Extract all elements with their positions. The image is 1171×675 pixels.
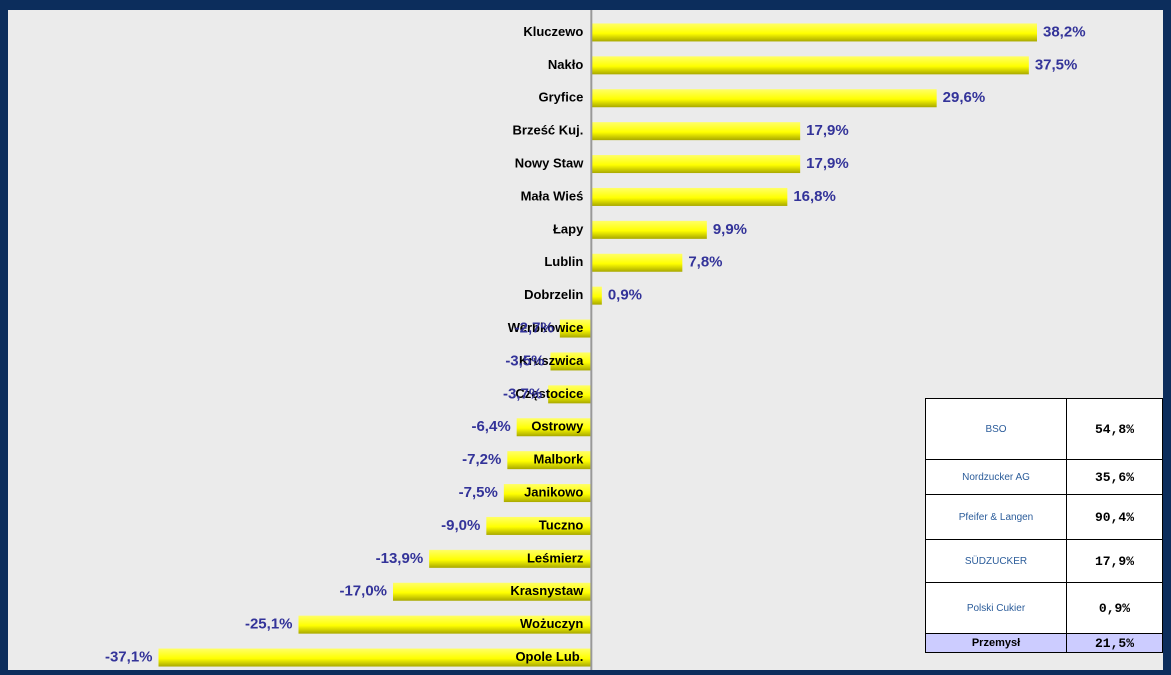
bar	[548, 385, 592, 404]
category-label: Nowy Staw	[515, 155, 585, 170]
value-label: 0,9%	[608, 287, 642, 304]
category-label: Leśmierz	[527, 550, 584, 565]
bar	[158, 648, 592, 667]
value-label: 17,9%	[806, 122, 849, 139]
value-label: -3,7%	[503, 385, 542, 402]
value-label: 16,8%	[793, 188, 836, 205]
value-label: 38,2%	[1043, 23, 1086, 40]
bar	[591, 89, 937, 108]
bar	[591, 286, 602, 305]
company-cell: Polski Cukier	[925, 582, 1067, 634]
share-cell: 54,8%	[1066, 398, 1163, 460]
bar	[393, 582, 592, 601]
category-label: Werbkowice	[508, 320, 584, 335]
value-label: 37,5%	[1035, 56, 1078, 73]
category-label: Łapy	[553, 221, 584, 236]
bar	[591, 122, 801, 141]
value-label: -25,1%	[245, 616, 293, 633]
company-cell: Pfeifer & Langen	[925, 494, 1067, 540]
category-label: Mała Wieś	[521, 188, 584, 203]
share-cell: 0,9%	[1066, 582, 1163, 634]
category-label: Ostrowy	[531, 419, 584, 434]
value-label: -17,0%	[339, 583, 387, 600]
bar	[591, 155, 801, 174]
category-label: Częstocice	[515, 386, 583, 401]
table-row: Przemysł 21,5%	[925, 633, 1163, 653]
value-label: -7,2%	[462, 451, 501, 468]
table-row: SÜDZUCKER 17,9%	[925, 539, 1163, 583]
table-row: Polski Cukier 0,9%	[925, 582, 1163, 634]
bar	[591, 23, 1037, 42]
bar	[591, 187, 788, 206]
category-label: Dobrzelin	[524, 287, 583, 302]
bar	[591, 220, 707, 239]
category-label: Janikowo	[524, 484, 583, 499]
value-label: -7,5%	[459, 484, 498, 501]
share-cell: 17,9%	[1066, 539, 1163, 583]
table-row: BSO 54,8%	[925, 398, 1163, 460]
value-label: 17,9%	[806, 155, 849, 172]
share-cell: 35,6%	[1066, 459, 1163, 495]
value-label: -37,1%	[105, 649, 153, 666]
category-label: Kruszwica	[519, 353, 584, 368]
share-cell: 90,4%	[1066, 494, 1163, 540]
value-label: 9,9%	[713, 221, 747, 238]
bar	[559, 319, 592, 338]
category-label: Gryfice	[539, 90, 584, 105]
value-label: -13,9%	[376, 550, 424, 567]
table-row: Pfeifer & Langen 90,4%	[925, 494, 1163, 540]
share-cell: 21,5%	[1066, 633, 1163, 653]
category-label: Malbork	[533, 452, 584, 467]
company-cell: Przemysł	[925, 633, 1067, 653]
table-row: Nordzucker AG 35,6%	[925, 459, 1163, 495]
bar	[516, 418, 592, 437]
value-label: -2,7%	[515, 320, 554, 337]
bar	[503, 484, 592, 503]
company-cell: SÜDZUCKER	[925, 539, 1067, 583]
category-label: Wożuczyn	[520, 616, 583, 631]
value-label: 29,6%	[943, 89, 986, 106]
value-label: -6,4%	[471, 418, 510, 435]
value-label: 7,8%	[688, 254, 722, 271]
bar	[486, 516, 592, 535]
category-label: Brześć Kuj.	[513, 123, 584, 138]
category-label: Kluczewo	[523, 24, 583, 39]
bar	[429, 549, 592, 568]
company-cell: BSO	[925, 398, 1067, 460]
category-label: Tuczno	[539, 517, 584, 532]
bar	[550, 352, 592, 371]
value-label: -9,0%	[441, 517, 480, 534]
bar	[591, 56, 1029, 75]
category-label: Krasnystaw	[510, 583, 584, 598]
bar	[507, 451, 592, 470]
bar	[591, 253, 683, 272]
value-label: -3,5%	[505, 352, 544, 369]
category-label: Opole Lub.	[515, 649, 583, 664]
category-label: Lublin	[544, 254, 583, 269]
category-label: Nakło	[548, 57, 583, 72]
bar	[298, 615, 592, 634]
company-cell: Nordzucker AG	[925, 459, 1067, 495]
share-table: BSO 54,8% Nordzucker AG 35,6% Pfeifer & Lang…	[925, 398, 1163, 653]
